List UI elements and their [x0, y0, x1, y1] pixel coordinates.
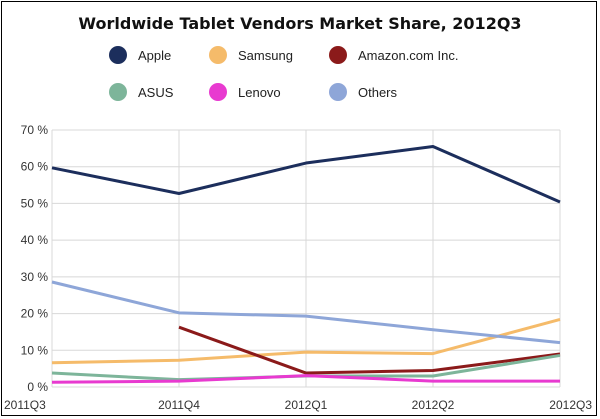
legend-swatch-samsung [209, 46, 227, 64]
series-line-lenovo [51, 374, 560, 384]
x-axis-ticks: 2011Q3 2011Q4 2012Q1 2012Q2 2012Q3 [4, 398, 592, 412]
legend-swatch-apple [109, 46, 127, 64]
x-tick-label: 2012Q1 [285, 398, 328, 412]
series-line-samsung [51, 317, 561, 365]
y-tick-label: 70 % [21, 123, 49, 137]
y-tick-label: 30 % [21, 270, 49, 284]
legend-label-amazon-com-inc: Amazon.com Inc. [358, 48, 458, 63]
legend-label-apple: Apple [138, 48, 171, 63]
legend-swatch-lenovo [209, 83, 227, 101]
series-line-apple [51, 145, 561, 204]
series-lines [51, 145, 561, 384]
legend-swatch-amazon-com-inc [329, 46, 347, 64]
y-tick-label: 60 % [21, 160, 49, 174]
legend: Apple Samsung Amazon.com Inc. ASUS Lenovo Oth… [109, 46, 458, 101]
legend-label-samsung: Samsung [238, 48, 293, 63]
grid [51, 129, 561, 388]
series-line-others [51, 280, 561, 345]
legend-label-lenovo: Lenovo [238, 85, 281, 100]
legend-label-others: Others [358, 85, 398, 100]
legend-swatch-others [329, 83, 347, 101]
legend-swatch-asus [109, 83, 127, 101]
x-tick-label: 2011Q4 [158, 398, 200, 412]
x-tick-label: 2011Q3 [4, 398, 46, 412]
series-line-amazon-com-inc [178, 325, 561, 375]
y-tick-label: 50 % [21, 196, 49, 210]
y-tick-label: 20 % [21, 307, 49, 321]
y-tick-label: 0 % [27, 380, 48, 394]
chart-title: Worldwide Tablet Vendors Market Share, 2… [78, 14, 522, 33]
x-tick-label: 2012Q2 [412, 398, 455, 412]
y-axis-ticks: 0 % 10 % 20 % 30 % 40 % 50 % 60 % 70 % [21, 123, 49, 394]
y-tick-label: 10 % [21, 343, 49, 357]
legend-label-asus: ASUS [138, 85, 174, 100]
x-tick-label: 2012Q3 [549, 398, 592, 412]
y-tick-label: 40 % [21, 233, 49, 247]
